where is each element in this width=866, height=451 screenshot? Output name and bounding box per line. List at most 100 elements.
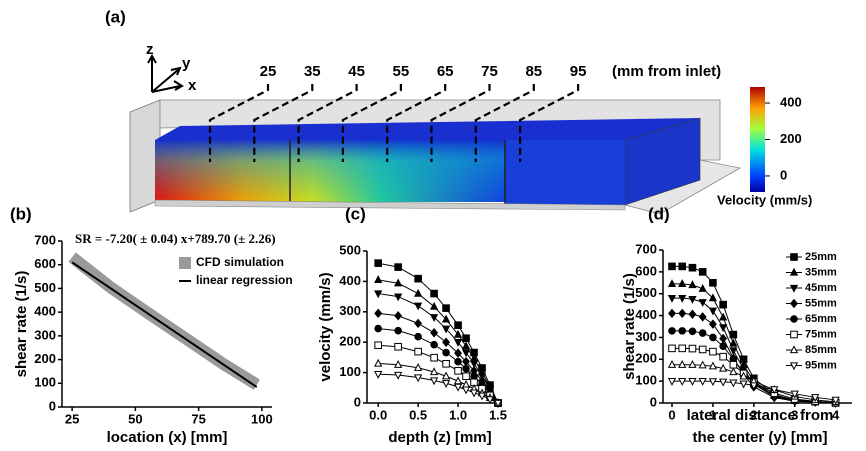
y-tick-label: 100 xyxy=(339,364,361,379)
marker xyxy=(441,371,451,380)
marker xyxy=(469,389,479,398)
marker xyxy=(709,278,717,287)
marker xyxy=(394,342,402,351)
legend-label: 65mm xyxy=(805,313,837,325)
marker xyxy=(461,341,471,350)
marker xyxy=(454,357,462,366)
marker xyxy=(698,378,707,386)
marker xyxy=(698,283,707,292)
marker xyxy=(414,274,422,283)
marker xyxy=(429,301,439,310)
marker xyxy=(789,362,799,371)
position-guide xyxy=(518,84,580,162)
marker xyxy=(708,361,718,370)
marker xyxy=(667,378,677,386)
x-axis-label: lateral distance from xyxy=(687,407,834,424)
marker xyxy=(469,360,479,369)
marker xyxy=(789,267,799,276)
marker xyxy=(394,359,403,368)
marker xyxy=(739,380,748,389)
marker xyxy=(394,311,403,321)
marker xyxy=(719,312,728,321)
panel-label: (d) xyxy=(648,204,670,223)
marker xyxy=(413,302,423,311)
marker xyxy=(462,364,470,373)
y-tick-label: 100 xyxy=(635,373,657,388)
x-tick-label: 50 xyxy=(128,411,142,426)
marker xyxy=(708,319,717,329)
marker xyxy=(441,325,451,334)
x-tick-label: 3 xyxy=(791,407,798,422)
position-guide xyxy=(253,84,314,162)
x-tick-label: 25 xyxy=(65,411,79,426)
position-label: 35 xyxy=(304,63,321,80)
marker xyxy=(430,328,439,338)
marker xyxy=(708,378,718,387)
triad xyxy=(147,53,184,93)
y-tick-label: 500 xyxy=(34,280,56,295)
x-tick-label: 75 xyxy=(191,411,205,426)
marker xyxy=(709,347,717,356)
marker xyxy=(394,326,402,335)
legend-label: 25mm xyxy=(805,251,837,263)
y-axis-label: velocity (mm/s) xyxy=(317,272,334,381)
marker xyxy=(374,370,383,379)
marker xyxy=(688,378,697,386)
marker xyxy=(790,298,798,309)
marker xyxy=(749,382,758,391)
marker xyxy=(477,392,487,401)
marker xyxy=(789,345,799,354)
axis-letter: z xyxy=(146,41,154,58)
marker xyxy=(688,263,697,272)
marker xyxy=(789,284,799,293)
x-tick-label: 4 xyxy=(832,407,840,422)
marker xyxy=(667,360,677,368)
channel-render xyxy=(129,99,742,215)
marker xyxy=(668,262,676,271)
marker xyxy=(790,253,798,261)
legend-label: 45mm xyxy=(805,282,837,294)
marker xyxy=(462,372,470,381)
marker xyxy=(688,280,697,289)
legend-label: linear regression xyxy=(196,273,293,287)
y-axis-label: shear rate (1/s) xyxy=(13,271,30,378)
marker xyxy=(729,338,738,347)
marker xyxy=(719,324,728,333)
position-label: 55 xyxy=(393,63,410,80)
marker xyxy=(414,347,422,356)
marker xyxy=(374,290,383,299)
marker xyxy=(668,327,676,335)
y-tick-label: 100 xyxy=(34,375,56,390)
y-tick-label: 400 xyxy=(34,304,56,319)
x-tick-label: 0.0 xyxy=(369,407,387,422)
position-label: 75 xyxy=(481,63,498,80)
marker xyxy=(698,329,707,337)
marker xyxy=(413,374,423,383)
marker xyxy=(374,358,383,367)
position-guide xyxy=(474,84,535,162)
marker xyxy=(442,348,450,357)
marker xyxy=(374,275,383,284)
y-tick-label: 500 xyxy=(635,285,657,300)
marker xyxy=(429,377,439,386)
marker xyxy=(454,321,462,329)
position-guide xyxy=(386,84,447,162)
y-tick-label: 300 xyxy=(635,329,657,344)
marker xyxy=(678,344,687,353)
y-tick-label: 700 xyxy=(34,232,56,247)
position-guide xyxy=(297,84,358,162)
marker xyxy=(374,324,382,333)
marker xyxy=(719,300,727,309)
x-tick-label: 0 xyxy=(668,407,675,422)
marker xyxy=(729,367,738,376)
marker xyxy=(429,367,439,376)
marker xyxy=(441,314,451,323)
marker xyxy=(698,360,707,369)
annotation: SR = -7.20( ± 0.04) x+789.70 (± 2.26) xyxy=(75,231,276,246)
y-tick-label: 0 xyxy=(49,398,56,413)
x-tick-label: 1.5 xyxy=(489,407,507,422)
marker xyxy=(790,315,798,323)
marker xyxy=(678,262,687,271)
y-tick-label: 200 xyxy=(339,334,361,349)
marker xyxy=(394,278,403,287)
